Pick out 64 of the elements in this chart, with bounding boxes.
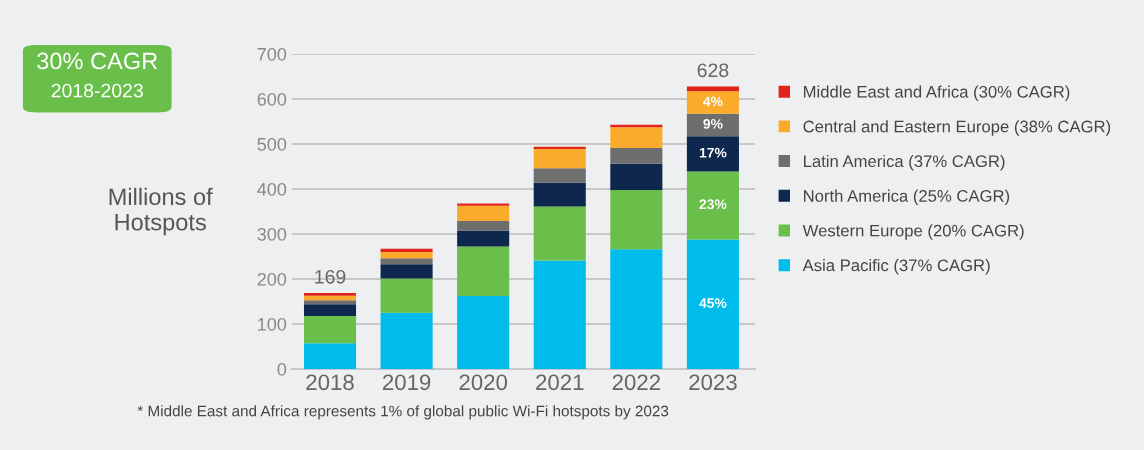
total-label: 169 [315,269,346,284]
bar [533,182,586,207]
legend-label: Middle East and Africa (30% CAGR) [804,85,1070,101]
bar [457,246,510,297]
bar [686,136,739,172]
bar [457,220,510,231]
legend-label: Central and Eastern Europe (38% CAGR) [803,120,1111,136]
bar [303,300,357,305]
y-tick-label: 400 [257,182,287,196]
x-tick-label: 2018 [306,374,354,391]
bar [686,86,739,92]
x-tick-label: 2022 [612,374,660,391]
y-tick-label: 300 [257,227,287,241]
annotation: 45% [699,298,727,308]
legend-label: Latin America (37% CAGR) [804,154,1005,171]
annotation: 9% [703,118,723,129]
bar [457,230,510,247]
bar [380,258,433,265]
bar [610,249,663,369]
bar [457,205,510,221]
text: 2018-2023 [51,83,143,98]
bar [533,148,586,169]
bar [686,91,739,114]
legend-label: North America (25% CAGR) [804,189,1010,206]
bar [380,248,433,252]
x-tick-label: 2020 [459,374,508,391]
legend-label: Asia Pacific (37% CAGR) [802,258,990,275]
annotation: 17% [699,147,727,158]
bar [610,148,663,164]
annotation: 4% [703,96,723,107]
bar [686,113,739,137]
legend-label: Western Europe (20% CAGR) [802,224,1024,240]
y-tick-label: 200 [257,272,287,286]
bar [686,171,739,240]
bar [457,296,510,369]
bar [610,127,663,149]
y-tick-label: 600 [257,92,287,106]
y-tick-label: 100 [258,317,287,331]
total-label: 628 [697,63,729,78]
text: 30% CAGR [37,52,158,70]
bar [303,304,357,316]
bar [303,343,357,369]
bar [303,315,357,344]
y-tick-label: 0 [277,362,287,376]
bar [380,252,433,259]
x-tick-label: 2023 [689,374,737,391]
bar [533,206,586,261]
bar [533,260,586,369]
text: * Middle East and Africa represents 1% of global public Wi-Fi hotspots by 2023 [137,405,669,420]
x-tick-label: 2019 [383,374,431,391]
y-axis-title: Millions of Hotspots [109,187,213,236]
bar [380,312,433,369]
bar [303,292,357,296]
x-tick-label: 2021 [536,374,584,391]
bar [610,163,663,190]
bar [686,239,739,369]
bar [380,264,433,279]
y-tick-label: 500 [257,137,287,151]
annotation: 23% [699,199,727,210]
bar [457,203,510,206]
bar [610,189,663,250]
y-tick-label: 700 [257,47,287,61]
bar [533,168,586,183]
bar [380,278,433,313]
